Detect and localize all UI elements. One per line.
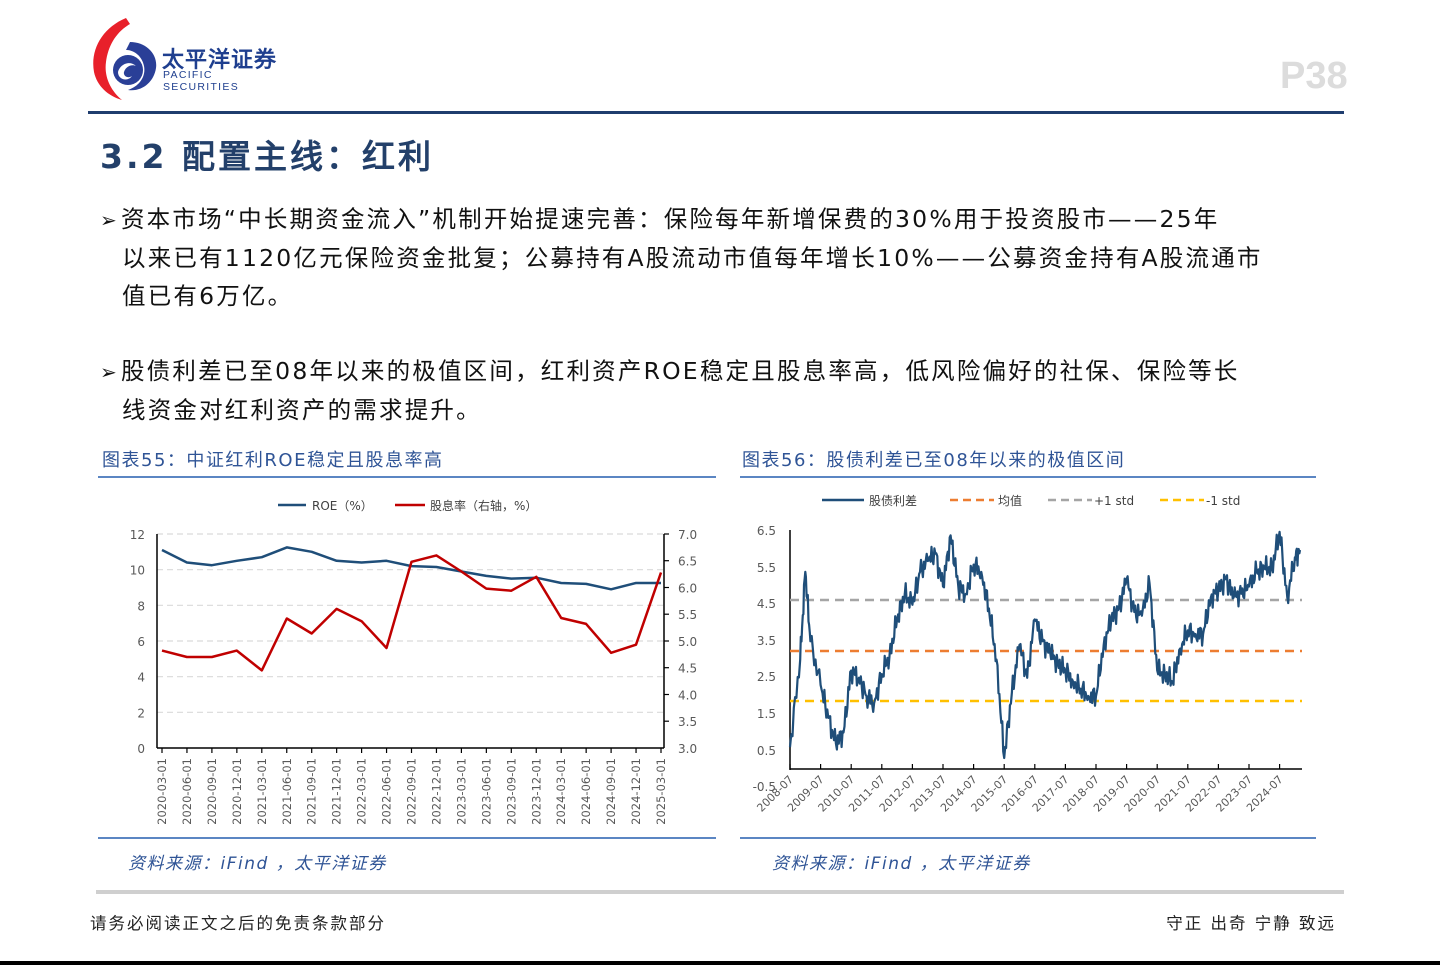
figure-55-title: 图表55：中证红利ROE稳定且股息率高 — [102, 450, 444, 471]
figure-55-top-rule — [98, 476, 716, 478]
svg-text:2021-06-01: 2021-06-01 — [280, 758, 294, 825]
footer-motto: 守正 出奇 宁静 致远 — [1166, 914, 1336, 933]
svg-text:2024-09-01: 2024-09-01 — [604, 758, 618, 825]
figure-55-legend: ROE（%） 股息率（右轴，%） — [278, 498, 537, 513]
svg-text:4.5: 4.5 — [678, 662, 697, 676]
figure-55-right-axis-labels: 7.0 6.5 6.0 5.5 5.0 4.5 4.0 3.5 3.0 — [664, 528, 697, 756]
svg-text:6.5: 6.5 — [757, 524, 776, 538]
svg-text:2020-06-01: 2020-06-01 — [180, 758, 194, 825]
svg-text:2020-09-01: 2020-09-01 — [205, 758, 219, 825]
svg-text:0.5: 0.5 — [757, 744, 776, 758]
figure-56-chart: 股债利差 均值 +1 std -1 std 6.5 5.5 4.5 3.5 2.… — [753, 493, 1302, 815]
bullet-arrow-icon: ➢ — [100, 360, 119, 384]
svg-text:2022-09-01: 2022-09-01 — [405, 758, 419, 825]
svg-text:2022-06-01: 2022-06-01 — [380, 758, 394, 825]
svg-text:2025-03-01: 2025-03-01 — [654, 758, 668, 825]
figure-56-title: 图表56：股债利差已至08年以来的极值区间 — [742, 450, 1126, 471]
svg-text:2024-12-01: 2024-12-01 — [629, 758, 643, 825]
roe-line — [161, 546, 661, 591]
svg-text:2020-12-01: 2020-12-01 — [230, 758, 244, 825]
figure-55-bottom-rule — [98, 837, 716, 839]
bullet-2: ➢股债利差已至08年以来的极值区间，红利资产ROE稳定且股息率高，低风险偏好的社… — [100, 352, 1340, 429]
bullet-1-line-1: ➢资本市场“中长期资金流入”机制开始提速完善：保险每年新增保费的30%用于投资股… — [100, 205, 1220, 233]
svg-text:7.0: 7.0 — [678, 528, 697, 542]
svg-text:4.0: 4.0 — [678, 689, 697, 703]
header-divider — [88, 111, 1344, 114]
svg-text:2024-03-01: 2024-03-01 — [554, 758, 568, 825]
dividend-yield-line — [161, 554, 663, 672]
svg-text:6: 6 — [137, 635, 145, 649]
footer-divider — [96, 890, 1344, 894]
legend-plus-std: +1 std — [1094, 494, 1134, 508]
svg-text:1.5: 1.5 — [757, 707, 776, 721]
svg-text:4: 4 — [137, 671, 145, 685]
spread-line — [788, 530, 1302, 760]
svg-text:2022-03-01: 2022-03-01 — [355, 758, 369, 825]
bullet-1: ➢资本市场“中长期资金流入”机制开始提速完善：保险每年新增保费的30%用于投资股… — [100, 200, 1340, 315]
svg-text:5.5: 5.5 — [678, 608, 697, 622]
logo-emblem-icon — [93, 18, 157, 100]
company-logo: 太平洋证券 PACIFIC SECURITIES — [88, 16, 288, 104]
bullet-arrow-icon: ➢ — [100, 208, 119, 232]
legend-mean: 均值 — [998, 493, 1022, 508]
svg-text:5.0: 5.0 — [678, 635, 697, 649]
figure-56-source: 资料来源：iFind ，太平洋证券 — [772, 854, 1031, 874]
svg-text:2023-09-01: 2023-09-01 — [504, 758, 518, 825]
figure-56-bottom-rule — [740, 837, 1316, 839]
figure-56-legend: 股债利差 均值 +1 std -1 std — [822, 493, 1240, 508]
svg-text:3.0: 3.0 — [678, 742, 697, 756]
logo-chinese-name: 太平洋证券 — [162, 48, 278, 73]
figure-55-x-axis: 2020-03-01 2020-06-01 2020-09-01 2020-12-01… — [155, 748, 668, 825]
svg-text:2.5: 2.5 — [757, 670, 776, 684]
bullet-1-line-3: 值已有6万亿。 — [122, 282, 294, 310]
svg-text:-0.5: -0.5 — [753, 780, 776, 794]
svg-text:6.0: 6.0 — [678, 582, 697, 596]
svg-text:5.5: 5.5 — [757, 561, 776, 575]
svg-text:2022-12-01: 2022-12-01 — [429, 758, 443, 825]
svg-text:2023-12-01: 2023-12-01 — [529, 758, 543, 825]
bullet-2-line-1: ➢股债利差已至08年以来的极值区间，红利资产ROE稳定且股息率高，低风险偏好的社… — [100, 357, 1240, 385]
svg-text:2023-03-01: 2023-03-01 — [454, 758, 468, 825]
svg-text:6.5: 6.5 — [678, 555, 697, 569]
figure-55-gridlines — [157, 533, 664, 713]
figure-55-source: 资料来源：iFind ，太平洋证券 — [128, 854, 387, 874]
page-bottom-border — [0, 961, 1440, 965]
legend-minus-std: -1 std — [1206, 494, 1240, 508]
bullet-2-line-2: 线资金对红利资产的需求提升。 — [122, 396, 482, 424]
figure-55-left-axis-labels: 12 10 8 6 4 2 0 — [130, 528, 145, 756]
legend-spread: 股债利差 — [869, 494, 917, 508]
svg-text:2021-03-01: 2021-03-01 — [255, 758, 269, 825]
svg-text:8: 8 — [137, 599, 145, 613]
svg-text:10: 10 — [130, 564, 145, 578]
bullet-1-line-2: 以来已有1120亿元保险资金批复；公募持有A股流动市值每年增长10%——公募资金… — [122, 244, 1263, 272]
svg-text:2024-06-01: 2024-06-01 — [579, 758, 593, 825]
legend-roe: ROE（%） — [312, 499, 373, 513]
page-number: P38 — [1280, 55, 1348, 97]
logo-english-name: PACIFIC SECURITIES — [163, 69, 240, 93]
svg-text:3.5: 3.5 — [757, 634, 776, 648]
figure-56-x-axis: 2008-072009-072010-072011-072012-072013-… — [754, 764, 1286, 815]
figure-56-y-axis-labels: 6.5 5.5 4.5 3.5 2.5 1.5 0.5 -0.5 — [753, 524, 776, 794]
svg-text:2021-09-01: 2021-09-01 — [305, 758, 319, 825]
figure-56-top-rule — [740, 476, 1316, 478]
svg-text:12: 12 — [130, 528, 145, 542]
figure-55-chart: ROE（%） 股息率（右轴，%） 12 10 8 6 4 2 0 7.0 6.5… — [130, 498, 697, 825]
footer-disclaimer: 请务必阅读正文之后的免责条款部分 — [90, 914, 386, 933]
legend-dividend-yield: 股息率（右轴，%） — [430, 498, 537, 513]
svg-text:4.5: 4.5 — [757, 597, 776, 611]
svg-text:2021-12-01: 2021-12-01 — [330, 758, 344, 825]
section-title: 3.2 配置主线：红利 — [100, 137, 434, 176]
svg-text:0: 0 — [137, 742, 145, 756]
svg-text:2023-06-01: 2023-06-01 — [479, 758, 493, 825]
svg-text:3.5: 3.5 — [678, 715, 697, 729]
svg-text:2020-03-01: 2020-03-01 — [155, 758, 169, 825]
svg-text:2: 2 — [137, 706, 145, 720]
